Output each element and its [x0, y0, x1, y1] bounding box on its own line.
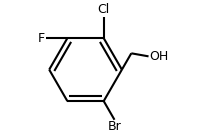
Text: F: F: [38, 32, 45, 45]
Text: OH: OH: [150, 50, 169, 63]
Text: Br: Br: [108, 120, 121, 133]
Text: Cl: Cl: [98, 3, 110, 16]
